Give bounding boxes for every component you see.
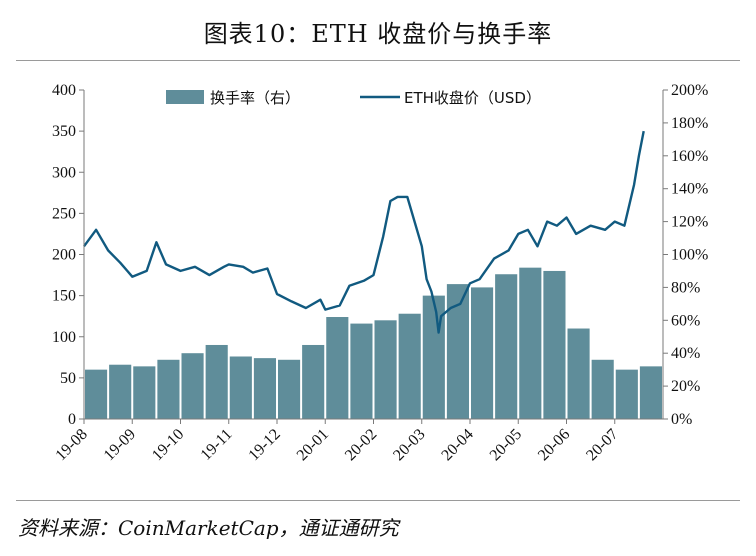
x-tick-label: 20-05 [487, 426, 525, 464]
legend-label-turnover: 换手率（右） [210, 89, 300, 107]
x-tick-label: 20-01 [294, 426, 332, 464]
x-tick-label: 20-02 [342, 426, 380, 464]
turnover-bar [109, 364, 132, 419]
left-tick-label: 350 [52, 123, 76, 140]
left-tick-label: 250 [52, 205, 76, 222]
turnover-bar [253, 358, 276, 419]
right-tick-label: 200% [671, 82, 708, 99]
right-tick-label: 20% [671, 378, 700, 395]
eth-price-line [83, 130, 645, 334]
turnover-bar [422, 295, 445, 419]
turnover-bar [567, 328, 590, 419]
turnover-bar [615, 369, 638, 419]
turnover-bar [85, 369, 108, 419]
right-tick-label: 80% [671, 279, 700, 296]
left-tick-label: 300 [52, 164, 76, 181]
legend-label-eth: ETH收盘价（USD） [404, 89, 541, 107]
right-tick-label: 140% [671, 181, 708, 198]
left-tick-label: 200 [52, 247, 76, 264]
right-tick-label: 60% [671, 312, 700, 329]
turnover-bar [471, 287, 494, 419]
left-tick-label: 150 [52, 288, 76, 305]
right-tick-label: 180% [671, 115, 708, 132]
turnover-bar [398, 313, 421, 419]
right-tick-label: 0% [671, 411, 692, 428]
turnover-bar [446, 284, 469, 419]
turnover-bar [157, 359, 180, 419]
turnover-bar [326, 317, 349, 419]
turnover-bar [302, 344, 325, 419]
left-tick-label: 400 [52, 82, 76, 99]
x-tick-label: 19-11 [198, 426, 236, 464]
x-tick-label: 20-03 [390, 426, 428, 464]
turnover-bar [639, 366, 662, 419]
x-tick-label: 20-06 [535, 426, 573, 464]
source-note: 资料来源：CoinMarketCap，通证通研究 [18, 516, 399, 540]
turnover-bar [519, 267, 542, 419]
turnover-bar [350, 323, 373, 419]
x-tick-label: 19-08 [52, 426, 90, 464]
title-divider [16, 60, 740, 61]
turnover-bar [591, 359, 614, 419]
turnover-bar [133, 366, 156, 419]
turnover-bar [205, 344, 228, 419]
legend-swatch-turnover [166, 90, 204, 104]
x-tick-label: 20-04 [438, 426, 476, 464]
left-tick-label: 0 [68, 411, 76, 428]
right-tick-label: 100% [671, 247, 708, 264]
right-tick-label: 120% [671, 214, 708, 231]
turnover-bar [495, 274, 518, 419]
x-tick-label: 19-12 [245, 426, 283, 464]
source-divider [16, 500, 740, 501]
right-tick-label: 160% [671, 148, 708, 165]
x-tick-label: 19-10 [149, 426, 187, 464]
left-tick-label: 100 [52, 329, 76, 346]
x-tick-label: 20-07 [583, 426, 621, 464]
turnover-bar [229, 356, 252, 419]
left-tick-label: 50 [60, 370, 76, 387]
x-tick-label: 19-09 [101, 426, 139, 464]
turnover-bar [374, 320, 397, 419]
right-tick-label: 40% [671, 345, 700, 362]
turnover-bar [278, 359, 301, 419]
turnover-bar [181, 353, 204, 419]
chart-title: 图表10：ETH 收盘价与换手率 [203, 20, 553, 48]
turnover-bar [543, 270, 566, 419]
